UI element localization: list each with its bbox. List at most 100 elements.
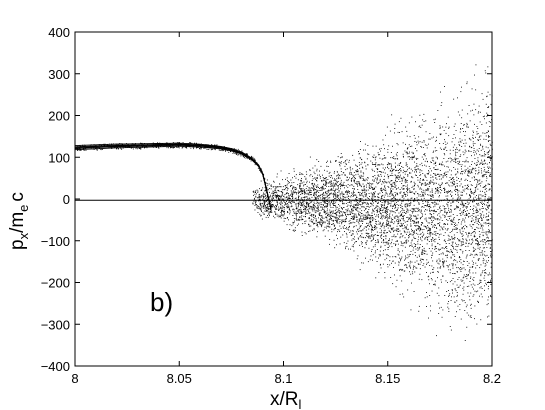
scatter-point bbox=[481, 224, 483, 226]
scatter-point bbox=[445, 254, 447, 256]
scatter-point bbox=[476, 240, 478, 241]
scatter-point bbox=[386, 219, 388, 221]
scatter-point bbox=[357, 229, 359, 231]
scatter-point bbox=[341, 219, 343, 221]
scatter-point bbox=[352, 193, 354, 195]
scatter-point bbox=[353, 190, 354, 192]
scatter-point bbox=[259, 188, 260, 190]
scatter-point bbox=[432, 196, 434, 198]
scatter-point bbox=[382, 240, 384, 242]
scatter-point bbox=[337, 188, 339, 190]
scatter-point bbox=[426, 201, 428, 203]
scatter-point bbox=[374, 245, 376, 247]
scatter-point bbox=[487, 107, 489, 108]
scatter-point bbox=[486, 262, 488, 263]
scatter-point bbox=[293, 202, 295, 203]
scatter-point bbox=[435, 246, 437, 247]
scatter-point bbox=[489, 274, 491, 276]
scatter-point bbox=[406, 130, 408, 132]
scatter-point bbox=[480, 264, 482, 266]
scatter-point bbox=[487, 147, 489, 149]
scatter-point bbox=[343, 194, 345, 195]
scatter-point bbox=[462, 242, 464, 244]
scatter-point bbox=[450, 249, 452, 251]
scatter-point bbox=[481, 181, 483, 183]
scatter-point bbox=[315, 216, 316, 217]
scatter-point bbox=[365, 190, 367, 192]
scatter-point bbox=[377, 208, 379, 210]
scatter-point bbox=[379, 171, 381, 172]
scatter-point bbox=[411, 151, 413, 153]
scatter-point bbox=[488, 106, 490, 108]
scatter-point bbox=[374, 159, 376, 161]
scatter-point bbox=[408, 265, 410, 267]
scatter-point bbox=[279, 208, 281, 209]
scatter-point bbox=[454, 237, 456, 239]
scatter-point bbox=[437, 218, 439, 220]
scatter-point bbox=[412, 230, 413, 231]
scatter-point bbox=[364, 202, 366, 204]
scatter-point bbox=[441, 102, 443, 104]
scatter-point bbox=[271, 206, 272, 208]
scatter-point bbox=[490, 253, 492, 255]
scatter-point bbox=[472, 272, 474, 274]
scatter-point bbox=[400, 220, 401, 222]
scatter-point bbox=[324, 183, 326, 185]
scatter-point bbox=[463, 131, 464, 132]
scatter-point bbox=[335, 219, 336, 221]
scatter-point bbox=[305, 184, 306, 185]
scatter-point bbox=[390, 205, 391, 207]
scatter-point bbox=[287, 203, 288, 204]
scatter-point bbox=[373, 202, 374, 204]
scatter-point bbox=[365, 242, 366, 244]
scatter-point bbox=[384, 157, 386, 159]
scatter-point bbox=[436, 136, 437, 138]
scatter-point bbox=[283, 220, 285, 222]
scatter-point bbox=[360, 215, 362, 217]
scatter-point bbox=[483, 270, 485, 271]
scatter-point bbox=[396, 192, 398, 194]
scatter-point bbox=[358, 213, 359, 215]
scatter-point bbox=[487, 130, 489, 132]
scatter-point bbox=[381, 226, 383, 228]
scatter-point bbox=[470, 139, 472, 141]
scatter-point bbox=[469, 169, 471, 171]
scatter-point bbox=[340, 201, 342, 202]
scatter-point bbox=[362, 178, 364, 179]
scatter-point bbox=[356, 165, 358, 167]
scatter-point bbox=[488, 296, 489, 298]
scatter-point bbox=[335, 212, 337, 214]
scatter-point bbox=[337, 219, 339, 221]
scatter-point bbox=[403, 215, 404, 217]
scatter-point bbox=[488, 151, 490, 152]
scatter-point bbox=[397, 216, 399, 218]
scatter-point bbox=[361, 193, 363, 194]
scatter-point bbox=[486, 213, 487, 215]
scatter-point bbox=[467, 188, 469, 190]
scatter-point bbox=[474, 123, 475, 125]
scatter-point bbox=[419, 256, 420, 258]
scatter-point bbox=[461, 117, 463, 119]
scatter-point bbox=[394, 186, 396, 188]
scatter-point bbox=[445, 182, 447, 184]
scatter-point bbox=[376, 171, 378, 173]
scatter-point bbox=[295, 187, 297, 189]
scatter-point bbox=[463, 205, 465, 207]
scatter-point bbox=[350, 248, 351, 250]
scatter-point bbox=[379, 148, 380, 150]
scatter-point bbox=[385, 167, 386, 169]
scatter-point bbox=[337, 196, 339, 198]
scatter-point bbox=[428, 186, 430, 187]
scatter-point bbox=[429, 229, 431, 231]
scatter-point bbox=[390, 231, 392, 233]
scatter-point bbox=[470, 292, 472, 294]
scatter-point bbox=[439, 219, 441, 221]
scatter-point bbox=[312, 214, 314, 215]
scatter-point bbox=[489, 272, 490, 274]
scatter-point bbox=[485, 269, 486, 271]
scatter-point bbox=[437, 267, 439, 269]
scatter-point bbox=[354, 207, 356, 209]
scatter-point bbox=[399, 192, 401, 194]
scatter-point bbox=[488, 243, 490, 245]
scatter-point bbox=[438, 213, 440, 215]
